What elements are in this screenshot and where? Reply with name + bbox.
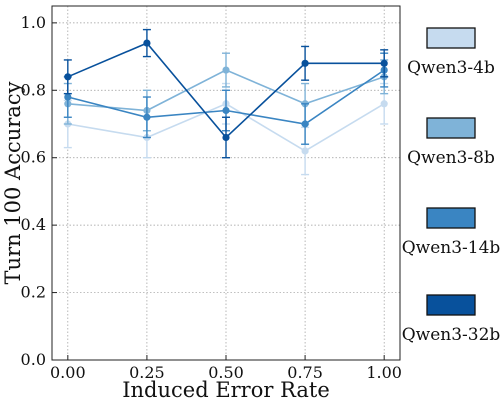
data-point <box>222 133 230 142</box>
x-tick-label: 0.50 <box>208 363 244 382</box>
y-tick-label: 0.4 <box>21 215 46 234</box>
data-point <box>143 113 151 121</box>
x-axis-label: Induced Error Rate <box>122 378 330 402</box>
data-point <box>301 120 309 128</box>
series-layer <box>63 28 389 176</box>
y-tick-label: 1.0 <box>21 13 46 32</box>
legend-label: Qwen3-8b <box>407 148 495 168</box>
legend-label: Qwen3-32b <box>402 325 500 345</box>
y-axis-label: Turn 100 Accuracy <box>1 81 25 284</box>
ticks: 0.0 0.2 0.4 0.6 0.8 1.0 0.00 0.25 0.50 0.75 1.00 <box>21 13 402 382</box>
y-tick-label: 0.8 <box>21 80 46 99</box>
x-tick-label: 0.75 <box>287 363 323 382</box>
legend-item-qwen3-4b: Qwen3-4b <box>407 27 495 78</box>
grid <box>52 6 400 361</box>
x-tick-label: 1.00 <box>366 363 402 382</box>
data-point <box>143 39 151 47</box>
legend-item-qwen3-32b: Qwen3-32b <box>402 294 500 345</box>
data-point <box>301 59 309 67</box>
legend-item-qwen3-8b: Qwen3-8b <box>407 117 495 168</box>
data-point <box>301 147 309 155</box>
legend-item-qwen3-14b: Qwen3-14b <box>402 207 500 258</box>
legend-swatch <box>426 207 476 229</box>
y-tick-label: 0.2 <box>21 283 46 302</box>
data-point <box>64 73 72 81</box>
legend: Qwen3-4b Qwen3-8b Qwen3-14b Qwen3-32b <box>402 27 500 345</box>
legend-swatch <box>426 294 476 316</box>
data-point <box>222 106 230 115</box>
data-point <box>380 100 388 108</box>
legend-swatch <box>426 117 476 139</box>
legend-swatch <box>426 27 476 49</box>
x-tick-label: 0.25 <box>129 363 165 382</box>
series-qwen3-32b <box>63 28 389 159</box>
data-point <box>64 93 72 101</box>
data-point <box>222 66 230 74</box>
series-qwen3-8b <box>63 52 389 132</box>
x-tick-label: 0.00 <box>50 363 86 382</box>
legend-label: Qwen3-4b <box>407 58 495 78</box>
y-tick-label: 0.6 <box>21 148 46 167</box>
y-tick-label: 0.0 <box>21 350 46 369</box>
legend-label: Qwen3-14b <box>402 238 500 258</box>
data-point <box>380 59 388 67</box>
